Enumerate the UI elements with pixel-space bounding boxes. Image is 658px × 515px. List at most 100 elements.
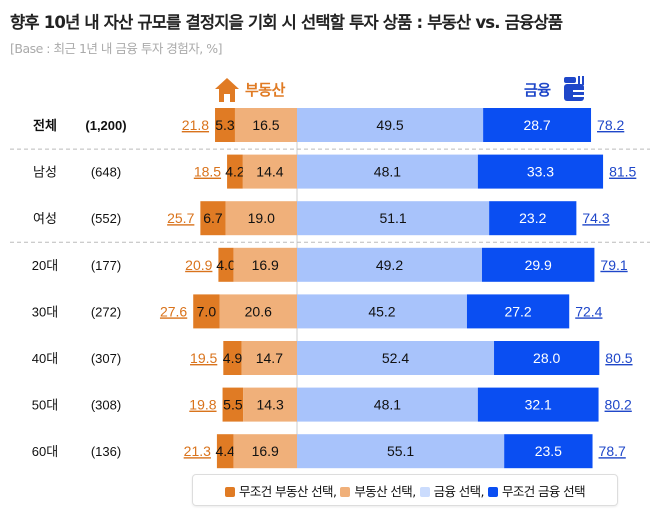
real-estate-total: 27.6 xyxy=(160,303,187,319)
sample-size-label: (1,200) xyxy=(85,118,126,133)
legend-strong-finance: 무조건 금융 선택 xyxy=(487,481,586,500)
bar-strong-finance xyxy=(494,341,600,375)
bar-finance xyxy=(297,154,478,189)
legend-real-estate: 부동산 선택, xyxy=(340,481,416,500)
data-label: 49.2 xyxy=(376,257,403,273)
bar-strong-real-estate xyxy=(216,434,234,469)
data-label: 55.1 xyxy=(387,443,414,459)
wallet-icon xyxy=(564,76,584,101)
bar-finance xyxy=(297,434,505,469)
sample-size-label: (136) xyxy=(91,444,121,459)
bar-strong-real-estate xyxy=(227,154,243,189)
bar-strong-finance xyxy=(504,434,593,469)
bar-finance xyxy=(297,294,467,329)
data-label: 51.1 xyxy=(379,210,406,226)
real-estate-total: 21.3 xyxy=(184,443,211,459)
data-label: 27.2 xyxy=(504,303,531,319)
legend-strong-real-estate: 무조건 부동산 선택, xyxy=(225,481,337,500)
real-estate-total: 25.7 xyxy=(167,210,194,226)
real-estate-total: 20.9 xyxy=(185,257,212,273)
sample-size-label: (648) xyxy=(91,165,121,180)
data-label: 4.2 xyxy=(225,164,245,180)
category-label: 40대 xyxy=(32,351,58,366)
house-icon xyxy=(215,78,239,102)
bar-strong-finance xyxy=(477,387,599,422)
data-label: 23.2 xyxy=(519,210,546,226)
bar-strong-real-estate xyxy=(223,341,242,375)
data-label: 5.3 xyxy=(215,117,235,133)
data-label: 28.7 xyxy=(523,117,550,133)
sample-size-label: (272) xyxy=(91,304,121,319)
data-label: 7.0 xyxy=(197,303,217,319)
chart-title: 향후 10년 내 자산 규모를 결정지을 기회 시 선택할 투자 상품 : 부동… xyxy=(10,13,563,32)
bar-strong-finance xyxy=(466,294,570,329)
category-label: 60대 xyxy=(32,444,58,459)
data-label: 14.7 xyxy=(256,350,283,366)
finance-total: 80.5 xyxy=(605,350,632,366)
real-estate-total: 18.5 xyxy=(194,164,221,180)
finance-total: 78.2 xyxy=(597,117,624,133)
plot-area: 전체 (1,200) 5.3 16.5 49.5 28.7 21.8 78.2 남성 (648) 4… xyxy=(10,108,650,469)
data-label: 45.2 xyxy=(368,303,395,319)
data-label: 4.4 xyxy=(215,443,235,459)
bar-strong-real-estate xyxy=(200,201,226,236)
bar-real-estate xyxy=(243,387,297,422)
real-estate-total: 21.8 xyxy=(182,117,209,133)
real-estate-header: 부동산 xyxy=(245,81,285,99)
data-label: 4.9 xyxy=(223,350,243,366)
category-label: 20대 xyxy=(32,258,58,273)
sample-size-label: (308) xyxy=(91,398,121,413)
finance-total: 81.5 xyxy=(609,164,636,180)
bar-finance xyxy=(297,201,490,236)
data-label: 16.9 xyxy=(252,257,279,273)
bar-strong-finance xyxy=(489,201,577,236)
finance-header: 금융 xyxy=(524,81,551,99)
data-label: 52.4 xyxy=(382,350,409,366)
bar-strong-finance xyxy=(481,247,595,282)
data-label: 29.9 xyxy=(525,257,552,273)
data-label: 19.0 xyxy=(248,210,275,226)
finance-total: 78.7 xyxy=(599,443,626,459)
chart-subtitle: [Base : 최근 1년 내 금융 투자 경험자, %] xyxy=(10,41,223,56)
data-label: 48.1 xyxy=(374,164,401,180)
real-estate-total: 19.8 xyxy=(189,397,216,413)
data-label: 6.7 xyxy=(203,210,223,226)
data-label: 33.3 xyxy=(527,164,554,180)
category-label: 남성 xyxy=(33,165,57,180)
bar-real-estate xyxy=(219,294,297,329)
bar-real-estate xyxy=(225,201,297,236)
data-label: 14.3 xyxy=(256,397,283,413)
data-label: 48.1 xyxy=(374,397,401,413)
real-estate-total: 19.5 xyxy=(190,350,217,366)
bar-finance xyxy=(297,108,484,142)
bar-strong-real-estate xyxy=(222,387,244,422)
data-label: 20.6 xyxy=(245,303,272,319)
finance-total: 79.1 xyxy=(600,257,627,273)
category-label: 전체 xyxy=(33,118,57,133)
data-label: 14.4 xyxy=(256,164,283,180)
category-label: 50대 xyxy=(32,398,58,413)
data-label: 16.9 xyxy=(252,443,279,459)
category-label: 여성 xyxy=(33,211,57,226)
bar-finance xyxy=(297,341,495,375)
legend: 무조건 부동산 선택, 부동산 선택, 금융 선택, 무조건 금융 선택 xyxy=(192,474,618,506)
data-label: 16.5 xyxy=(252,117,279,133)
data-label: 5.5 xyxy=(223,397,243,413)
bar-strong-real-estate xyxy=(193,294,220,329)
bar-strong-finance xyxy=(477,154,604,189)
bar-real-estate xyxy=(241,341,297,375)
category-label: 30대 xyxy=(32,304,58,319)
bar-strong-real-estate xyxy=(215,108,235,142)
data-label: 4.0 xyxy=(216,257,236,273)
data-label: 28.0 xyxy=(533,350,560,366)
sample-size-label: (307) xyxy=(91,351,121,366)
finance-total: 74.3 xyxy=(582,210,609,226)
bar-real-estate xyxy=(242,154,297,189)
legend-finance: 금융 선택, xyxy=(419,481,485,500)
data-label: 23.5 xyxy=(535,443,562,459)
bar-strong-finance xyxy=(483,108,592,142)
sample-size-label: (552) xyxy=(91,211,121,226)
sample-size-label: (177) xyxy=(91,258,121,273)
data-label: 32.1 xyxy=(525,397,552,413)
bar-real-estate xyxy=(234,108,297,142)
